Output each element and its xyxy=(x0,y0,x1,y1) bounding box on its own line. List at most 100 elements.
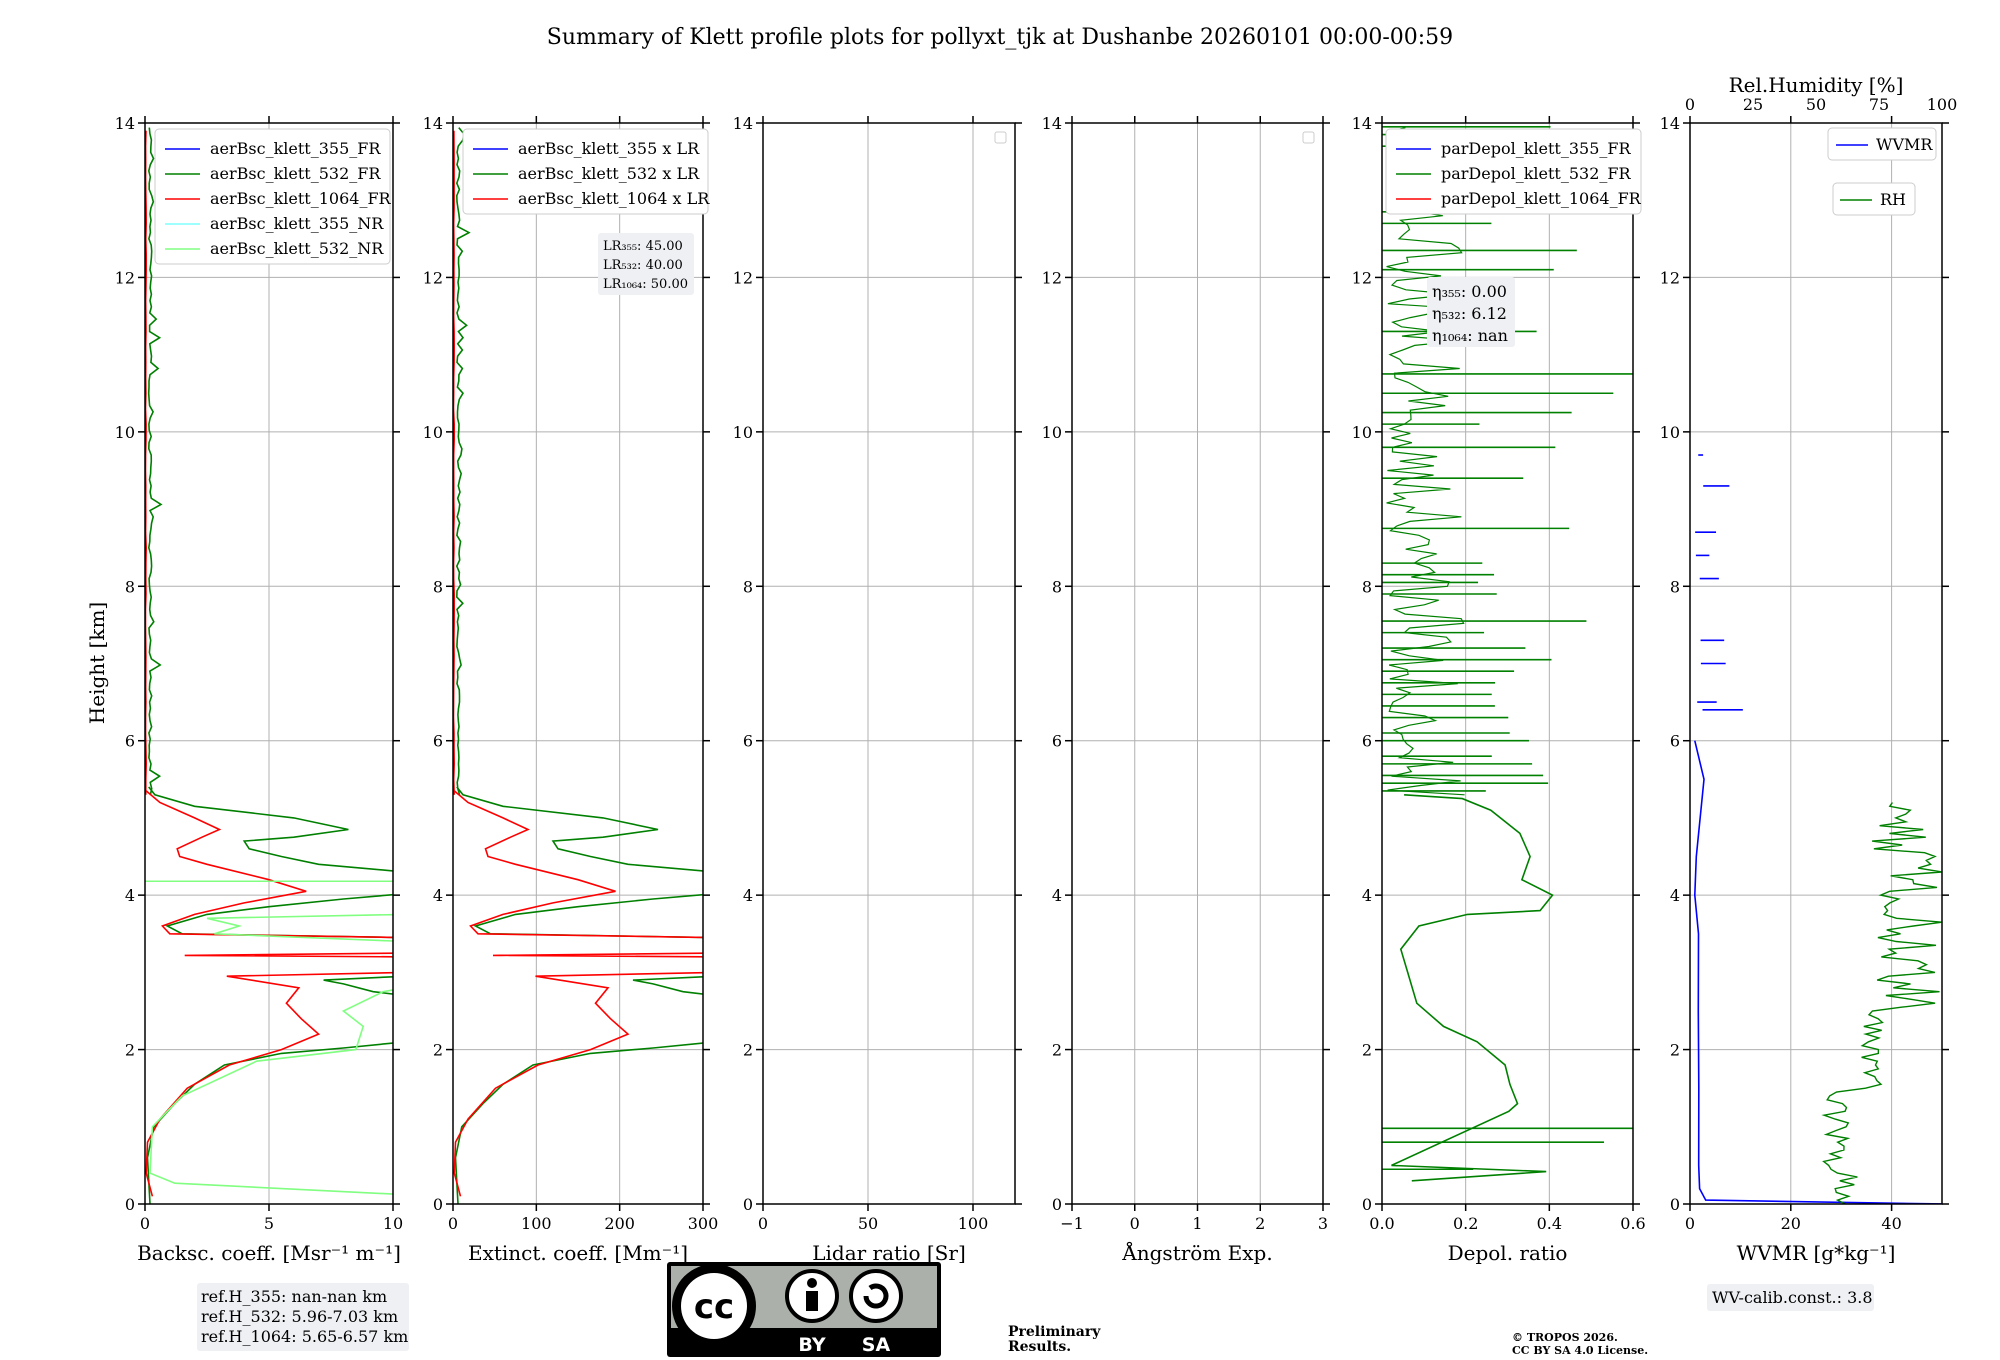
series-wvmr xyxy=(1693,740,1942,1204)
y-tick-label: 12 xyxy=(1042,268,1062,287)
x-tick-label: 40 xyxy=(1881,1214,1901,1233)
x-tick-label: 0 xyxy=(758,1214,768,1233)
legend-entry: parDepol_klett_1064_FR xyxy=(1441,189,1642,208)
series-532-fr-mid xyxy=(632,975,703,995)
y-tick-label: 14 xyxy=(423,114,443,133)
preliminary-line-2: Results. xyxy=(1008,1339,1071,1355)
x2-tick-label: 100 xyxy=(1927,95,1958,114)
x-tick-label: 200 xyxy=(604,1214,635,1233)
lr-box xyxy=(598,233,694,295)
x-axis-label: Ångström Exp. xyxy=(1121,1240,1272,1265)
x2-tick-label: 0 xyxy=(1685,95,1695,114)
cc-by-sa-logo: cc BY SA xyxy=(667,1262,941,1357)
copyright-line-2: CC BY SA 4.0 License. xyxy=(1512,1344,1648,1357)
refh-box xyxy=(197,1283,409,1351)
y-tick-label: 2 xyxy=(1052,1041,1062,1060)
y-tick-label: 0 xyxy=(1052,1195,1062,1214)
by-person-body xyxy=(806,1291,818,1311)
y-tick-label: 0 xyxy=(433,1195,443,1214)
y-tick-label: 6 xyxy=(125,732,135,751)
legend-entry: aerBsc_klett_1064 x LR xyxy=(518,189,710,208)
x-tick-label: 0 xyxy=(448,1214,458,1233)
axes-frame xyxy=(1381,122,1634,1205)
y-tick-label: 4 xyxy=(433,886,443,905)
series-1064-spike xyxy=(184,952,393,958)
x-tick-label: 100 xyxy=(958,1214,989,1233)
y-tick-label: 12 xyxy=(423,268,443,287)
y-tick-label: 8 xyxy=(1670,577,1680,596)
x-tick-label: 0 xyxy=(140,1214,150,1233)
series-1064-spike xyxy=(492,952,703,958)
legend-entry: aerBsc_klett_355 x LR xyxy=(518,139,700,158)
legend-rh-box xyxy=(1832,182,1916,216)
x-tick-label: 20 xyxy=(1781,1214,1801,1233)
x2-tick-label: 25 xyxy=(1743,95,1763,114)
series-1064-fr-low xyxy=(145,971,393,1197)
x-tick-label: 50 xyxy=(858,1214,878,1233)
y-tick-label: 4 xyxy=(743,886,753,905)
series-532-fr-mid xyxy=(323,975,393,995)
series-532-fr-layer xyxy=(473,893,703,939)
y-tick-label: 2 xyxy=(433,1041,443,1060)
x-tick-label: 0 xyxy=(1130,1214,1140,1233)
x-axis-label: Backsc. coeff. [Msr⁻¹ m⁻¹] xyxy=(137,1241,401,1265)
eta-1064: η₁₀₆₄: nan xyxy=(1432,326,1508,345)
y-tick-label: 6 xyxy=(1362,732,1372,751)
lr-1064: LR₁₀₆₄: 50.00 xyxy=(603,277,688,292)
axes-frame xyxy=(1071,122,1324,1205)
x-tick-label: 0.2 xyxy=(1453,1214,1478,1233)
axes-frame xyxy=(144,122,394,1205)
series-532-upper xyxy=(455,127,471,796)
y-tick-label: 12 xyxy=(1352,268,1372,287)
series-rh xyxy=(1821,802,1942,1204)
wv-calib-text: WV-calib.const.: 3.8 xyxy=(1712,1288,1873,1307)
y-tick-label: 14 xyxy=(733,114,753,133)
series-depol-532 xyxy=(1391,794,1554,1182)
y-tick-label: 8 xyxy=(1362,577,1372,596)
by-text: BY xyxy=(798,1334,825,1356)
legend-box xyxy=(154,128,391,265)
plot-area xyxy=(1690,123,1942,1204)
series-532-fr-low xyxy=(146,1042,393,1204)
lr-532: LR₅₃₂: 40.00 xyxy=(603,258,683,273)
y-tick-label: 8 xyxy=(433,577,443,596)
series-532-fr-top xyxy=(148,786,393,872)
x2-tick-label: 50 xyxy=(1806,95,1826,114)
y-tick-label: 4 xyxy=(1362,886,1372,905)
series-532-fr-low xyxy=(454,1042,703,1204)
legend-entry: aerBsc_klett_532_NR xyxy=(210,239,384,258)
y-tick-label: 2 xyxy=(1670,1041,1680,1060)
sa-text: SA xyxy=(862,1334,891,1356)
refh-line: ref.H_532: 5.96-7.03 km xyxy=(201,1307,398,1326)
x-tick-label: 100 xyxy=(521,1214,552,1233)
y-tick-label: 0 xyxy=(125,1195,135,1214)
y-tick-label: 2 xyxy=(1362,1041,1372,1060)
x2-tick-label: 75 xyxy=(1869,95,1889,114)
x-tick-label: 10 xyxy=(383,1214,403,1233)
y-tick-label: 6 xyxy=(1670,732,1680,751)
y-tick-label: 10 xyxy=(1042,423,1062,442)
legend-entry: aerBsc_klett_355_FR xyxy=(210,139,381,158)
y-tick-label: 8 xyxy=(1052,577,1062,596)
y-tick-label: 6 xyxy=(1052,732,1062,751)
refh-line: ref.H_1064: 5.65-6.57 km xyxy=(201,1327,408,1346)
series-532-upper xyxy=(147,127,163,795)
x-tick-label: −1 xyxy=(1060,1214,1084,1233)
y-tick-label: 0 xyxy=(1362,1195,1372,1214)
x-tick-label: 1 xyxy=(1192,1214,1202,1233)
y-tick-label: 4 xyxy=(125,886,135,905)
sa-arrow-icon xyxy=(863,1283,889,1309)
cc-circle-inner xyxy=(681,1273,747,1339)
y-tick-label: 12 xyxy=(733,268,753,287)
legend-box xyxy=(1385,128,1642,215)
sa-circle xyxy=(849,1269,903,1323)
axes-frame xyxy=(452,122,704,1205)
series-532-nr xyxy=(149,989,393,1195)
x-axis-label: WVMR [g*kg⁻¹] xyxy=(1737,1241,1896,1265)
plot-area xyxy=(763,123,1015,1204)
by-person-head xyxy=(807,1278,817,1288)
legend-entry: parDepol_klett_355_FR xyxy=(1441,139,1632,158)
y-tick-label: 14 xyxy=(1660,114,1680,133)
